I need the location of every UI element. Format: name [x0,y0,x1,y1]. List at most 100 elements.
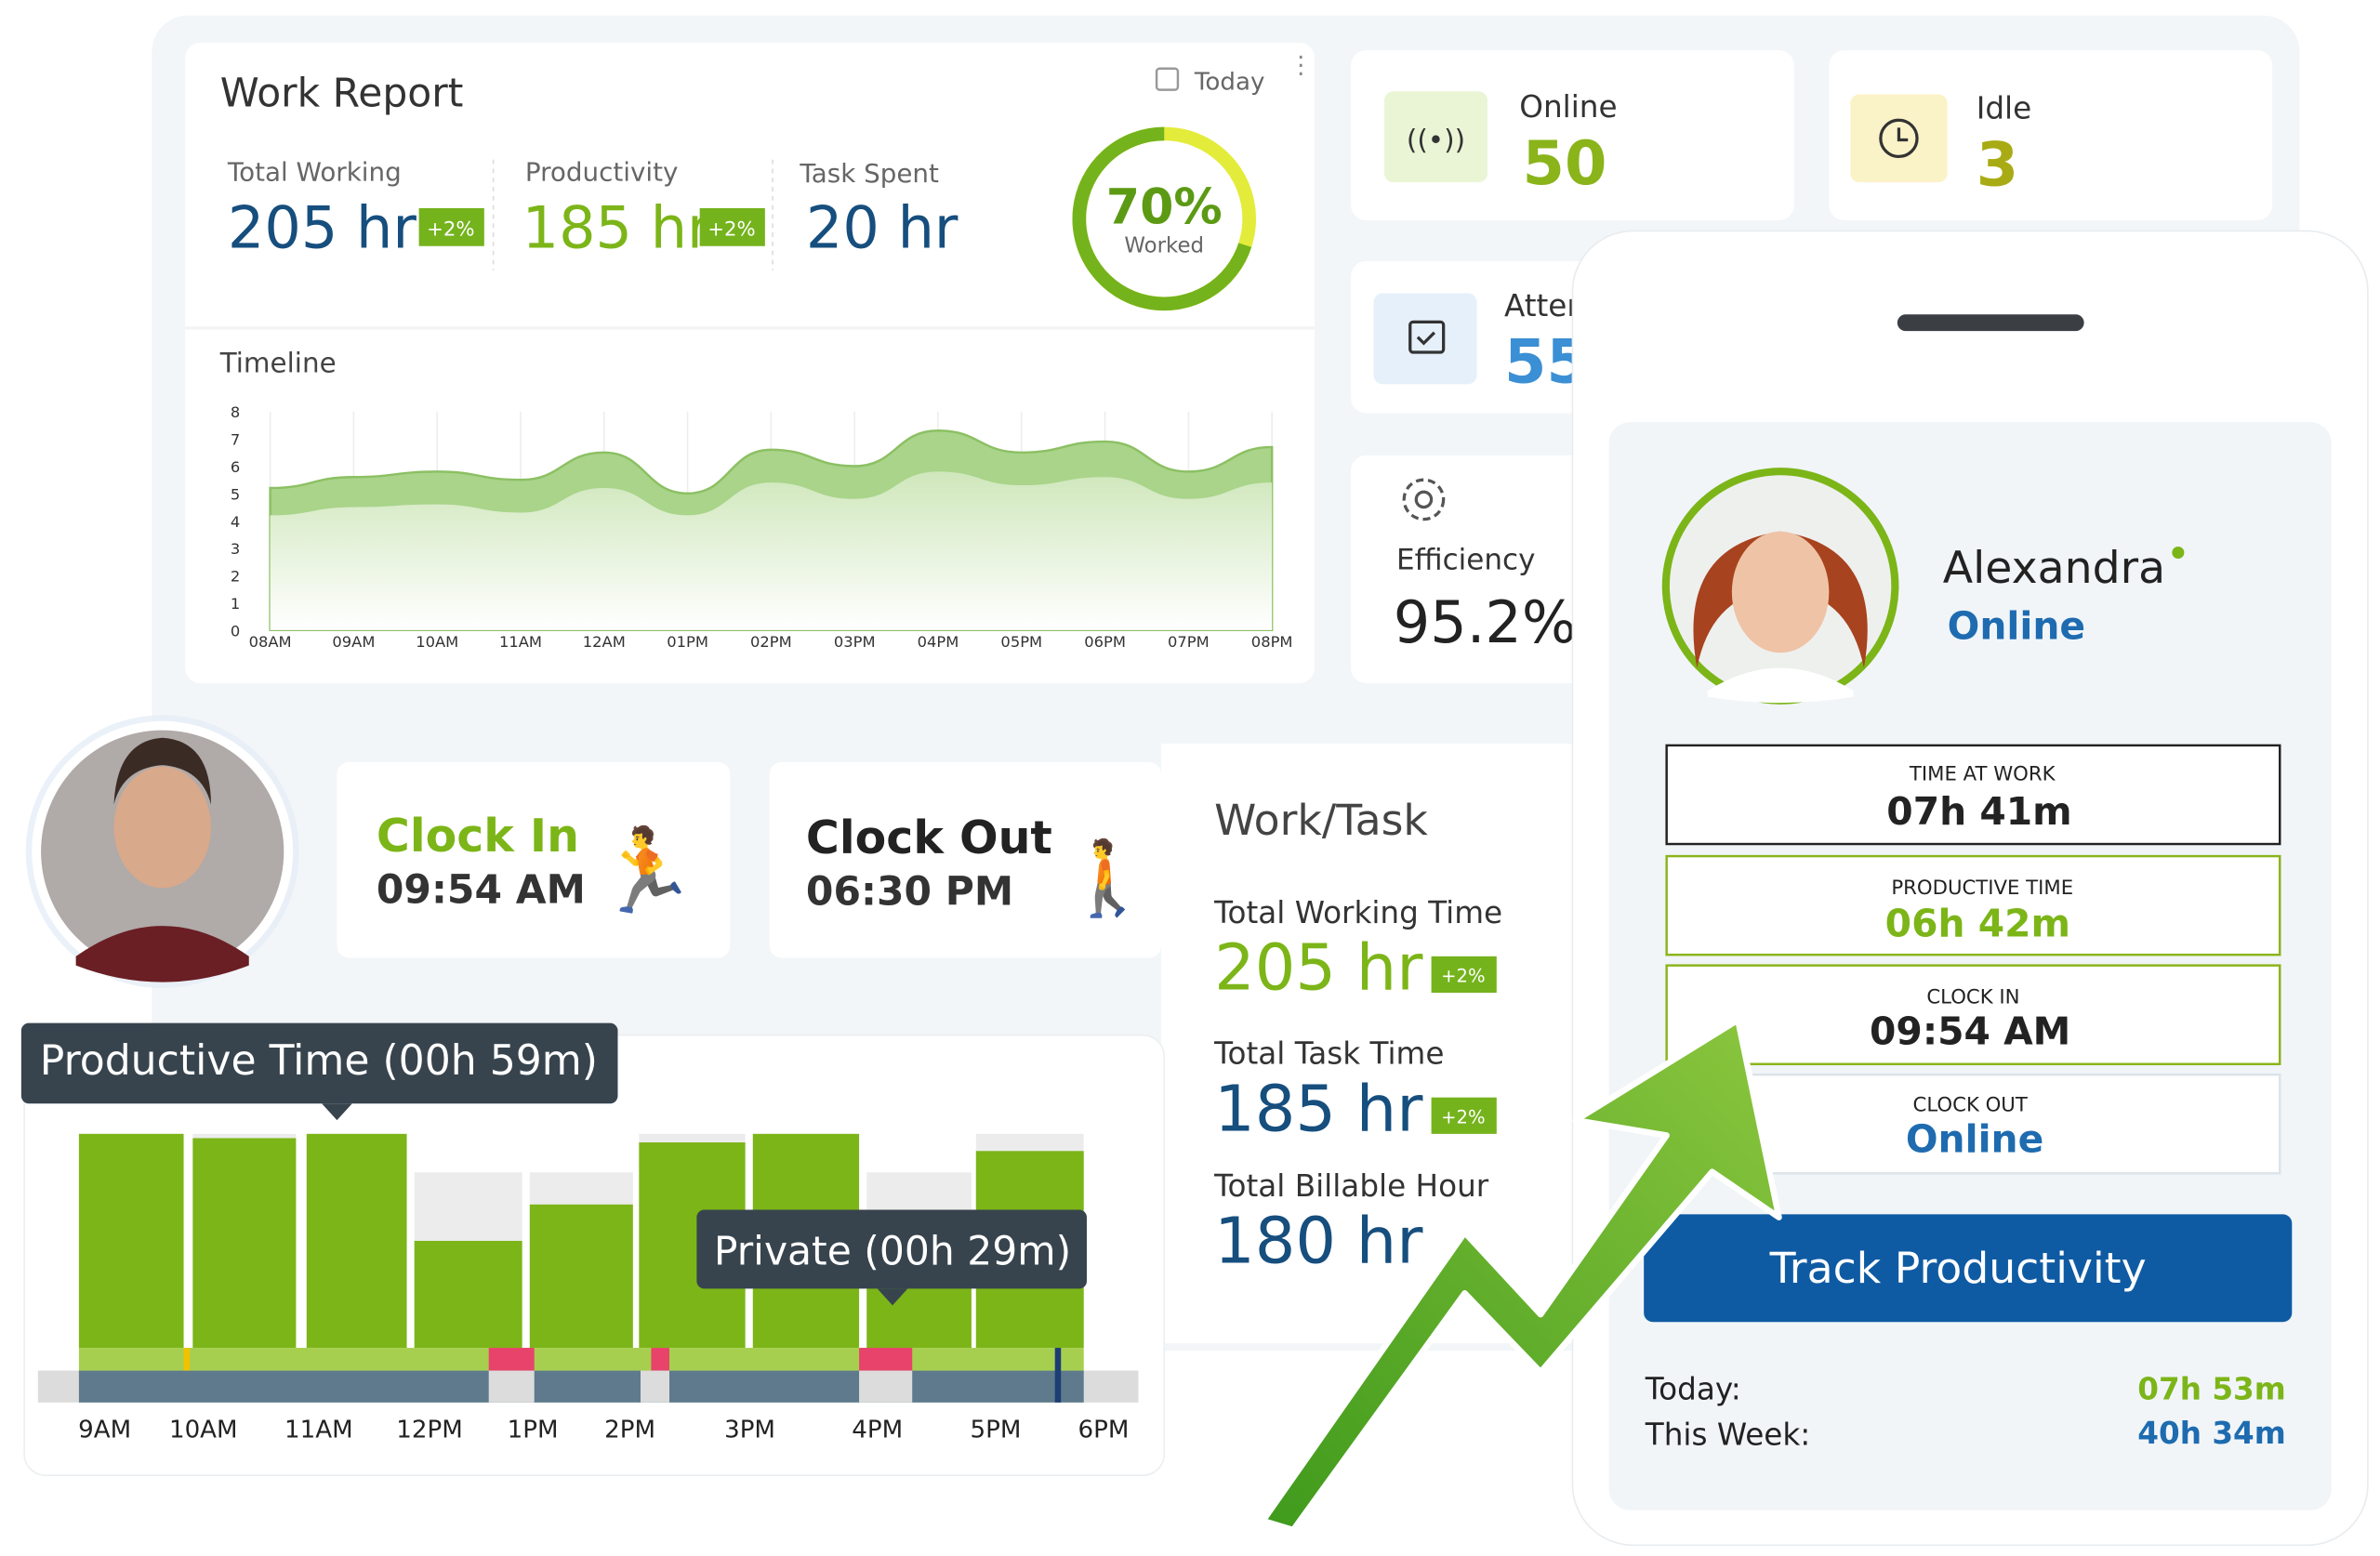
title: Work Report [220,72,464,117]
x-tick-label: 02PM [750,633,792,651]
tooltip-text: Private (00h 29m) [714,1229,1071,1274]
x-tick-label: 1PM [508,1416,559,1444]
card-value: 95.2% [1394,588,1577,656]
info-row [1665,964,2281,1065]
strip-productive [78,1348,1084,1371]
gauge-caption: Worked [1124,233,1204,257]
summary-label: This Week: [1645,1418,1811,1453]
calendar-icon [1155,67,1180,91]
running-icon: 🏃 [595,823,697,918]
productive-bar [78,1133,184,1349]
badge [1431,956,1497,994]
gauge-arc [1072,126,1252,311]
badge-text: +2% [427,218,474,241]
x-tick-label: 12AM [583,633,626,651]
timeline-title: Timeline [219,347,337,378]
gear-icon [1402,478,1446,521]
strip-private [651,1348,669,1371]
gauge-label: 70% [1106,179,1223,235]
x-tick-label: 5PM [971,1416,1022,1444]
badge [699,207,765,246]
x-tick-label: 06PM [1084,633,1126,651]
clock-time: 09:54 AM [377,868,586,914]
stat-label: Productivity [525,157,679,188]
y-tick-label: 7 [231,431,240,449]
divider [185,326,1315,330]
row-label: CLOCK OUT [1913,1093,2029,1116]
stat-label: Total Working [227,157,402,188]
y-tick-label: 5 [231,485,240,503]
x-tick-label: 07PM [1168,633,1210,651]
clock-icon [1879,118,1919,159]
x-tick-label: 08PM [1251,633,1293,651]
shirt [75,926,249,982]
filter[interactable]: Today [1194,69,1265,97]
item-value: 185 hr [1214,1073,1423,1147]
x-tick-label: 6PM [1078,1416,1129,1444]
walking-icon: 🚶 [1063,837,1154,921]
strip-private [859,1348,913,1371]
x-tick-label: 11AM [284,1416,353,1444]
card-label: Efficiency [1396,544,1535,577]
growth-arrow [1260,1017,1782,1534]
phone-notch [1897,314,2084,332]
item-value: 180 hr [1214,1205,1423,1279]
card-label: Idle [1977,91,2032,126]
clock-label: Clock Out [806,811,1052,864]
x-tick-label: 09AM [332,633,375,651]
face [113,766,211,889]
calendar-icon [1408,320,1446,354]
attendance-content: Attendance 55 [1373,288,1572,398]
timeline-chart: 0 1 2 3 4 5 6 7 8 08AM 09AM 10AM 11AM 12AM 01PM 02PM 03P… [231,403,1293,651]
x-tick-label: 08AM [249,633,292,651]
x-tick-label: 10AM [169,1416,238,1444]
row-value: Online [1906,1116,2043,1161]
x-tick-label: 05PM [1000,633,1042,651]
x-tick-label: 12PM [396,1416,462,1444]
x-tick-label: 2PM [604,1416,655,1444]
row-value: 09:54 AM [1870,1009,2070,1054]
menu-dots: ⋮ [1289,52,1313,80]
x-tick-label: 03PM [834,633,876,651]
x-tick-label: 01PM [667,633,708,651]
strip-marker [183,1348,191,1371]
strip-gap [640,1370,669,1403]
strip-private [488,1348,535,1371]
icon-bg [1373,293,1477,385]
productive-bar [306,1133,407,1349]
strip-gap [488,1370,535,1403]
clock-time: 06:30 PM [806,869,1013,915]
panel-title: Work/Task [1214,796,1428,845]
button-label[interactable]: Track Productivity [1769,1244,2147,1293]
tooltip-pointer [322,1103,352,1121]
item-label: Total Billable Hour [1213,1168,1489,1204]
face [1731,531,1830,653]
x-tick-label: 04PM [918,633,959,651]
shirt [1707,667,1854,704]
check [1416,331,1436,346]
clock-out-card[interactable] [769,761,1161,958]
x-tick-label: 11AM [499,633,542,651]
stat-value: 20 hr [806,193,959,261]
stat-value: 205 hr [228,193,416,261]
row-label: CLOCK IN [1926,985,2019,1009]
item-value: 205 hr [1214,931,1423,1006]
summary-value: 40h 34m [2137,1416,2285,1451]
x-tick-label: 9AM [78,1416,131,1444]
tooltip [696,1209,1087,1289]
track-button[interactable] [1644,1214,2293,1323]
row-label: TIME AT WORK [1909,762,2056,785]
item-label: Total Task Time [1213,1036,1444,1072]
row-label: PRODUCTIVE TIME [1891,877,2073,900]
area [270,471,1273,630]
gauge [1072,126,1257,311]
signal-icon: ((•)) [1407,124,1465,155]
badge-text: +2% [1441,966,1485,987]
clock-in-card[interactable] [337,761,731,958]
row-value: 07h 41m [1886,789,2071,834]
badge-text: +2% [1441,1106,1485,1127]
badge-text: +2% [707,218,755,241]
x-tick-label: 3PM [724,1416,775,1444]
